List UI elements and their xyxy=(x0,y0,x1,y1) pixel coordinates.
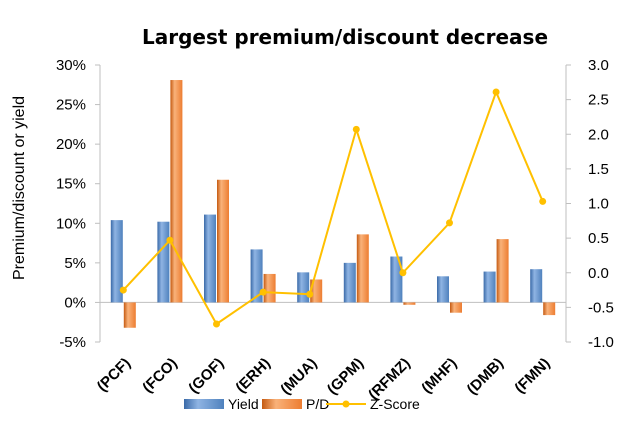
bar-yield xyxy=(297,272,310,303)
y2-tick-label: 1.5 xyxy=(588,161,609,178)
bar-yield xyxy=(390,256,403,303)
legend-label: P/D xyxy=(306,396,329,412)
zscore-point xyxy=(539,197,547,205)
y-tick-label: 30% xyxy=(56,57,86,74)
y-tick-label: -5% xyxy=(59,334,86,351)
y-tick-label: 15% xyxy=(56,176,86,193)
legend-label: Z-Score xyxy=(370,396,420,412)
bar-yield xyxy=(204,214,216,303)
zscore-point xyxy=(259,288,267,296)
legend-label: Yield xyxy=(228,396,259,412)
y2-tick-label: 2.0 xyxy=(588,126,609,143)
bar-pd xyxy=(170,80,183,303)
bar-yield xyxy=(343,262,356,303)
y2-tick-label: 0.0 xyxy=(588,265,609,282)
bar-pd xyxy=(496,239,509,303)
bar-yield xyxy=(530,269,543,303)
legend-marker xyxy=(342,400,350,408)
bar-pd xyxy=(217,179,229,303)
bar-yield xyxy=(437,276,449,303)
y-tick-label: 0% xyxy=(64,294,86,311)
zscore-point xyxy=(119,286,127,294)
zscore-point xyxy=(446,219,453,227)
bar-yield xyxy=(157,221,170,303)
y2-tick-label: 2.5 xyxy=(588,92,609,109)
y2-tick-label: 3.0 xyxy=(588,57,609,74)
y2-tick-label: 1.0 xyxy=(588,196,609,213)
zscore-point xyxy=(213,320,220,328)
y-tick-label: 10% xyxy=(56,215,86,232)
bar-pd xyxy=(356,234,369,303)
y2-tick-label: -1.0 xyxy=(588,334,614,351)
legend-swatch xyxy=(262,399,302,409)
bar-yield xyxy=(250,249,263,303)
zscore-point xyxy=(306,290,314,298)
y-axis-label: Premium/discount or yield xyxy=(11,96,28,280)
bar-pd xyxy=(543,302,556,316)
y2-tick-label: -0.5 xyxy=(588,299,614,316)
bar-pd xyxy=(123,302,136,328)
zscore-point xyxy=(166,236,174,244)
bar-yield xyxy=(483,271,496,303)
y-tick-label: 25% xyxy=(56,97,86,114)
legend-swatch xyxy=(184,399,224,409)
zscore-line xyxy=(122,89,544,326)
chart-title: Largest premium/discount decrease xyxy=(142,25,548,49)
bar-pd xyxy=(450,302,462,313)
y2-tick-label: 0.5 xyxy=(588,230,609,247)
y-tick-label: 5% xyxy=(64,255,86,272)
bar-yield xyxy=(110,220,123,303)
bar-pd xyxy=(403,302,416,305)
zscore-point xyxy=(492,88,500,96)
zscore-point xyxy=(399,269,407,277)
zscore-point xyxy=(352,125,360,133)
y-tick-label: 20% xyxy=(56,136,86,153)
legend: Yield P/D Z-Score xyxy=(184,396,420,412)
bar-pd xyxy=(263,273,276,303)
